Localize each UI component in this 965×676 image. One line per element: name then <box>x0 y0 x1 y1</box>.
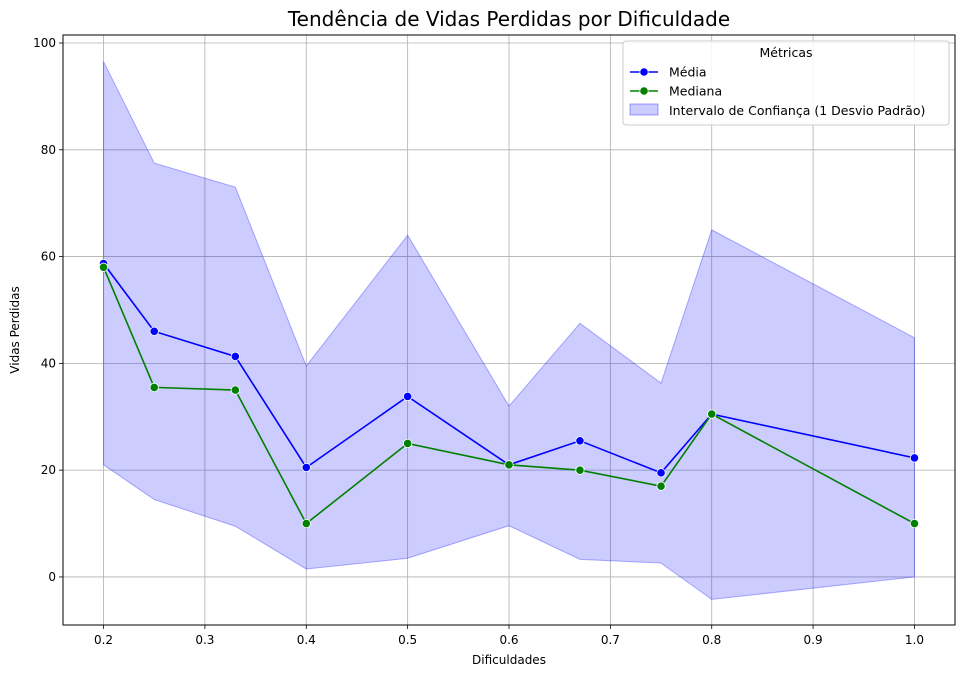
x-tick-label: 0.6 <box>499 633 518 647</box>
data-point-series-1 <box>149 382 159 392</box>
data-point-series-0 <box>149 326 159 336</box>
data-point-series-0 <box>301 462 311 473</box>
x-tick-label: 0.5 <box>398 633 417 647</box>
series-points <box>98 258 920 529</box>
y-axis-ticks: 0 20 40 60 80 100 <box>33 36 63 584</box>
y-tick-label: 0 <box>48 570 56 584</box>
y-axis-label: Vidas Perdidas <box>8 286 22 373</box>
x-tick-label: 0.2 <box>94 633 113 647</box>
data-point-series-0 <box>403 391 413 402</box>
data-point-series-1 <box>230 385 240 395</box>
legend-title: Métricas <box>759 45 812 60</box>
x-tick-label: 0.3 <box>195 633 214 647</box>
data-point-series-0 <box>909 453 920 463</box>
data-point-series-1 <box>301 518 311 529</box>
data-point-series-1 <box>707 409 717 419</box>
series-line-1 <box>102 266 915 525</box>
legend-label-mediana: Mediana <box>669 84 722 99</box>
legend-item-band: Intervalo de Confiança (1 Desvio Padrão) <box>629 103 925 118</box>
x-tick-label: 0.4 <box>297 633 316 647</box>
x-tick-label: 0.7 <box>601 633 620 647</box>
series-lines <box>102 263 915 525</box>
data-point-series-0 <box>230 351 240 362</box>
data-point-series-1 <box>656 481 666 491</box>
legend-item-media: Média <box>630 65 707 80</box>
chart-title: Tendência de Vidas Perdidas por Dificuld… <box>287 7 730 31</box>
y-tick-label: 20 <box>41 463 56 477</box>
x-tick-label: 0.9 <box>804 633 823 647</box>
legend-label-band: Intervalo de Confiança (1 Desvio Padrão) <box>669 103 925 118</box>
y-tick-label: 80 <box>41 143 56 157</box>
legend-item-mediana: Mediana <box>630 84 722 99</box>
data-point-series-1 <box>909 518 920 529</box>
data-point-series-1 <box>575 465 585 475</box>
x-tick-label: 1.0 <box>905 633 924 647</box>
data-point-series-1 <box>504 460 514 470</box>
data-point-series-0 <box>656 468 666 478</box>
data-point-series-0 <box>575 436 585 446</box>
y-tick-label: 100 <box>33 36 56 50</box>
legend: Métricas Média Mediana Intervalo de Conf… <box>622 40 950 126</box>
x-tick-label: 0.8 <box>702 633 721 647</box>
legend-marker-mediana <box>639 86 649 96</box>
y-tick-label: 60 <box>41 250 56 264</box>
legend-label-media: Média <box>669 65 707 80</box>
series-line-0 <box>102 263 915 474</box>
x-axis-ticks: 0.2 0.3 0.4 0.5 0.6 0.7 0.8 0.9 1.0 <box>94 625 924 647</box>
y-tick-label: 40 <box>41 356 56 370</box>
data-point-series-1 <box>98 262 109 272</box>
legend-box <box>622 40 950 126</box>
x-axis-label: Dificuldades <box>472 653 546 667</box>
grid <box>63 35 955 625</box>
legend-swatch-band <box>629 103 659 116</box>
legend-marker-media <box>639 67 649 77</box>
data-point-series-1 <box>403 438 413 449</box>
